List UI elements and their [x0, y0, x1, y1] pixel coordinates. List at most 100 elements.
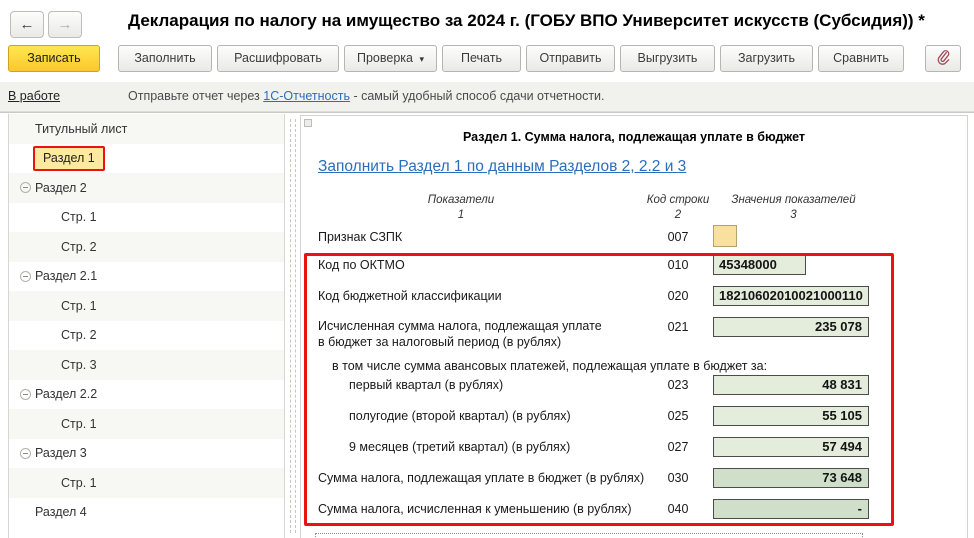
- row-label: Код бюджетной классификации: [318, 289, 502, 303]
- row-label: полугодие (второй квартал) (в рублях): [349, 409, 571, 423]
- collapse-icon[interactable]: [20, 270, 31, 282]
- sidebar-item-section-2-2[interactable]: Раздел 2.2: [9, 380, 284, 410]
- sidebar-item-section-2-1-page-3[interactable]: Стр. 3: [9, 350, 284, 380]
- content-area: Титульный лист Раздел 1 Раздел 2 Стр. 1 …: [0, 112, 974, 538]
- sidebar-item-section-3-page-1[interactable]: Стр. 1: [9, 468, 284, 498]
- advances-subheader: в том числе сумма авансовых платежей, по…: [332, 359, 768, 373]
- forward-arrow-icon: →: [57, 16, 73, 33]
- row-code: 007: [667, 230, 689, 244]
- next-section-placeholder: [315, 533, 863, 538]
- table-row: первый квартал (в рублях) 023 48 831: [301, 375, 967, 396]
- selected-section-highlight: Раздел 1: [33, 145, 105, 171]
- column-number-1: 1: [457, 209, 465, 221]
- section-header: Раздел 1. Сумма налога, подлежащая уплат…: [462, 130, 806, 144]
- send-button[interactable]: Отправить: [526, 45, 615, 72]
- sidebar-item-section-2-1-page-2[interactable]: Стр. 2: [61, 328, 97, 343]
- row-label: Код по ОКТМО: [318, 258, 405, 272]
- attachments-button[interactable]: [925, 45, 961, 72]
- table-row: 9 месяцев (третий квартал) (в рублях) 02…: [301, 437, 967, 458]
- check-label: Проверка: [356, 51, 413, 65]
- chevron-down-icon: ▾: [419, 54, 424, 64]
- row-label: первый квартал (в рублях): [349, 378, 504, 392]
- row-code: 020: [667, 289, 689, 303]
- row-code: 021: [667, 320, 689, 334]
- oktmo-value-field[interactable]: 45348000: [713, 255, 806, 275]
- sidebar-item-section-2-page-2[interactable]: Стр. 2: [9, 232, 284, 262]
- status-bar: В работе Отправьте отчет через 1С-Отчетн…: [0, 82, 974, 112]
- q1-value-field[interactable]: 48 831: [713, 375, 869, 395]
- back-button[interactable]: ←: [10, 11, 44, 38]
- page-title: Декларация по налогу на имущество за 202…: [128, 11, 925, 30]
- compare-button[interactable]: Сравнить: [818, 45, 904, 72]
- sidebar-item-section-2[interactable]: Раздел 2: [9, 173, 284, 203]
- column-header-line-code: Код строки: [646, 194, 710, 206]
- kbk-value-field[interactable]: 18210602010021000110: [713, 286, 869, 306]
- sections-tree: Титульный лист Раздел 1 Раздел 2 Стр. 1 …: [8, 114, 285, 538]
- table-row: полугодие (второй квартал) (в рублях) 02…: [301, 406, 967, 427]
- column-header-indicators: Показатели: [427, 194, 495, 206]
- section-1-form: Раздел 1. Сумма налога, подлежащая уплат…: [300, 115, 968, 538]
- table-row: Код по ОКТМО 010 45348000: [301, 255, 967, 276]
- sidebar-item-section-2-1-page-1[interactable]: Стр. 1: [9, 291, 284, 321]
- reduction-value-field[interactable]: -: [713, 499, 869, 519]
- row-label: Признак СЗПК: [318, 230, 403, 244]
- table-row: Исчисленная сумма налога, подлежащая упл…: [301, 317, 967, 353]
- report-state-link[interactable]: В работе: [8, 89, 61, 103]
- 1c-reporting-link[interactable]: 1С-Отчетность: [263, 89, 350, 103]
- column-number-2: 2: [674, 209, 682, 221]
- fill-button[interactable]: Заполнить: [118, 45, 212, 72]
- row-label: Сумма налога, исчисленная к уменьшению (…: [318, 502, 632, 516]
- save-button[interactable]: Записать: [8, 45, 100, 72]
- panel-corner-marker: [304, 119, 312, 127]
- column-header-values: Значения показателей: [731, 194, 856, 206]
- toolbar: Записать Заполнить Расшифровать Проверка…: [0, 45, 974, 82]
- fill-section-1-link[interactable]: Заполнить Раздел 1 по данным Разделов 2,…: [318, 158, 687, 175]
- sidebar-item-section-2-2-page-1[interactable]: Стр. 1: [9, 409, 284, 439]
- row-label: Сумма налога, подлежащая уплате в бюджет…: [318, 471, 645, 485]
- sidebar-item-section-2-page-1[interactable]: Стр. 1: [61, 210, 97, 225]
- panel-splitter[interactable]: [290, 119, 296, 533]
- collapse-icon[interactable]: [20, 388, 31, 400]
- export-button[interactable]: Выгрузить: [620, 45, 715, 72]
- title-bar: ← → Декларация по налогу на имущество за…: [0, 0, 974, 45]
- collapse-icon[interactable]: [20, 182, 31, 193]
- paperclip-icon: [935, 50, 951, 68]
- table-row: в том числе сумма авансовых платежей, по…: [301, 356, 967, 377]
- q3-value-field[interactable]: 57 494: [713, 437, 869, 457]
- print-button[interactable]: Печать: [442, 45, 521, 72]
- row-code: 023: [667, 378, 689, 392]
- forward-button[interactable]: →: [48, 11, 82, 38]
- sidebar-item-section-4[interactable]: Раздел 4: [35, 505, 87, 520]
- row-code: 027: [667, 440, 689, 454]
- row-code: 010: [667, 258, 689, 272]
- q2-value-field[interactable]: 55 105: [713, 406, 869, 426]
- sidebar-item-section-3[interactable]: Раздел 3: [9, 439, 284, 469]
- nav-history-group: ← →: [10, 11, 82, 38]
- row-label: Исчисленная сумма налога, подлежащая упл…: [318, 319, 602, 349]
- row-code: 040: [667, 502, 689, 516]
- check-menu-button[interactable]: Проверка ▾: [344, 45, 437, 72]
- collapse-icon[interactable]: [20, 447, 31, 459]
- back-arrow-icon: ←: [19, 16, 35, 33]
- status-message-suffix: - самый удобный способ сдачи отчетности.: [349, 89, 605, 103]
- status-message-prefix: Отправьте отчет через: [128, 89, 264, 103]
- sidebar-item-label: Раздел 1: [43, 150, 95, 165]
- sidebar-item-title-page[interactable]: Титульный лист: [9, 114, 284, 144]
- status-message: Отправьте отчет через 1С-Отчетность - са…: [128, 89, 605, 103]
- row-label: 9 месяцев (третий квартал) (в рублях): [349, 440, 571, 454]
- szpk-value-field[interactable]: [713, 225, 737, 247]
- sidebar-item-section-2-1[interactable]: Раздел 2.1: [9, 262, 284, 292]
- tax-total-value-field[interactable]: 235 078: [713, 317, 869, 337]
- decode-button[interactable]: Расшифровать: [217, 45, 339, 72]
- row-code: 030: [667, 471, 689, 485]
- sidebar-item-section-1[interactable]: Раздел 1: [9, 144, 284, 174]
- payable-value-field[interactable]: 73 648: [713, 468, 869, 488]
- column-number-3: 3: [790, 209, 797, 221]
- row-code: 025: [667, 409, 689, 423]
- table-row: Сумма налога, исчисленная к уменьшению (…: [301, 499, 967, 520]
- table-row: Код бюджетной классификации 020 18210602…: [301, 286, 967, 307]
- table-row: Сумма налога, подлежащая уплате в бюджет…: [301, 468, 967, 489]
- import-button[interactable]: Загрузить: [720, 45, 813, 72]
- table-row: Признак СЗПК 007: [301, 227, 967, 248]
